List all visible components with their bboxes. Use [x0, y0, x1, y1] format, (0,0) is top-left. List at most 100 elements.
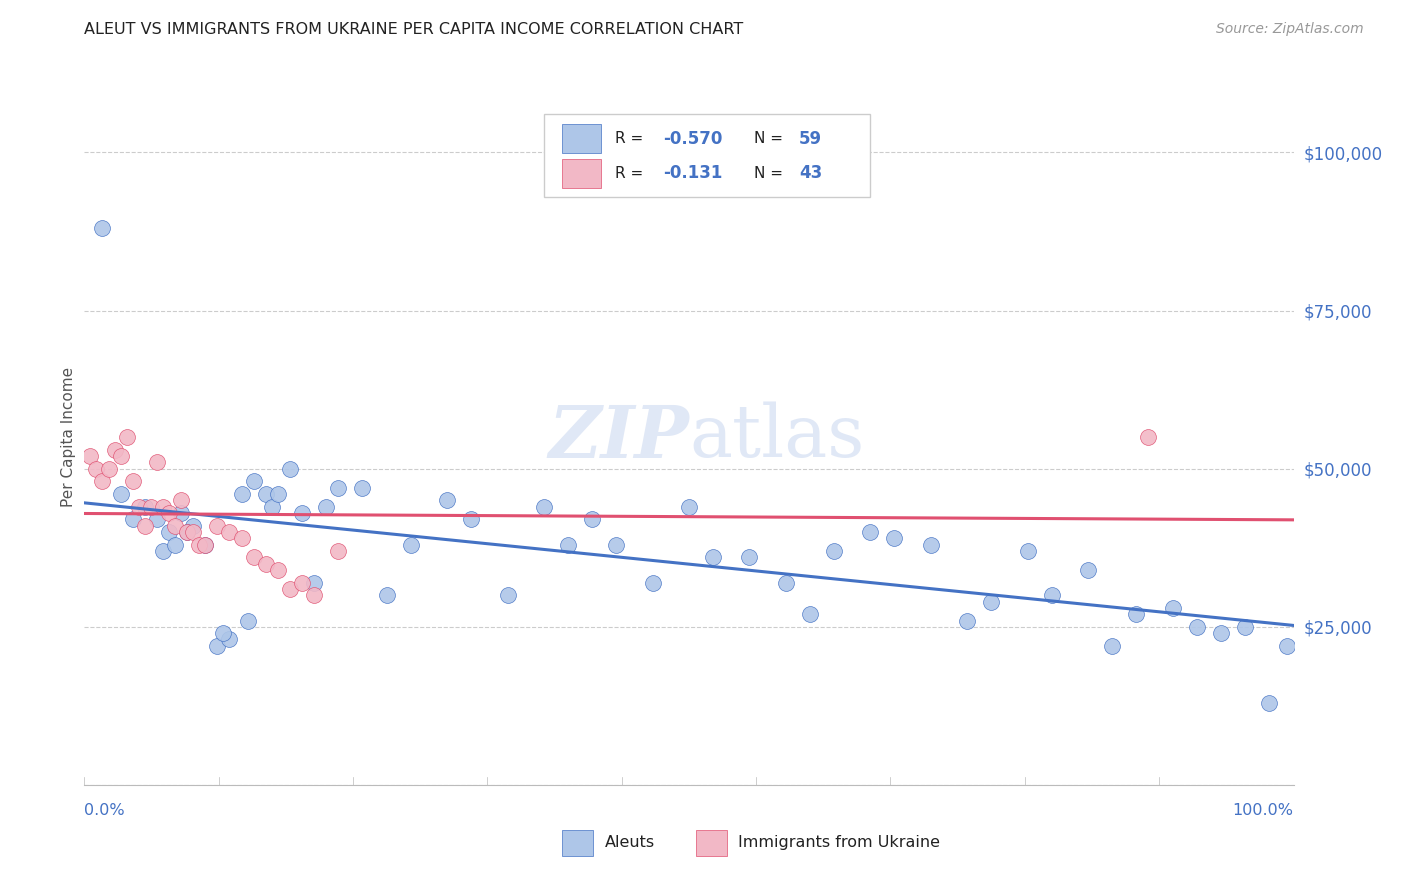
Point: [859, 524, 882, 539]
Point: [399, 538, 422, 552]
Point: [146, 512, 169, 526]
Point: [375, 588, 398, 602]
Text: 43: 43: [799, 164, 823, 182]
Point: [170, 506, 193, 520]
FancyBboxPatch shape: [544, 113, 870, 197]
Point: [738, 550, 761, 565]
Y-axis label: Per Capita Income: Per Capita Income: [60, 367, 76, 508]
Point: [980, 594, 1002, 608]
Point: [128, 500, 150, 514]
Point: [267, 563, 290, 577]
Text: R =: R =: [616, 131, 648, 146]
Point: [328, 481, 350, 495]
Point: [188, 538, 211, 552]
Point: [267, 487, 290, 501]
Point: [115, 430, 138, 444]
Point: [557, 538, 579, 552]
Point: [218, 524, 240, 539]
Point: [956, 614, 979, 628]
Point: [260, 500, 283, 514]
Point: [1185, 620, 1208, 634]
Point: [176, 524, 198, 539]
Point: [165, 518, 187, 533]
Point: [823, 544, 845, 558]
Point: [254, 557, 277, 571]
Point: [1040, 588, 1063, 602]
Text: Source: ZipAtlas.com: Source: ZipAtlas.com: [1216, 22, 1364, 37]
Text: 100.0%: 100.0%: [1233, 803, 1294, 818]
Text: ZIP: ZIP: [548, 401, 689, 473]
Point: [278, 582, 301, 596]
Point: [157, 524, 180, 539]
Text: ALEUT VS IMMIGRANTS FROM UKRAINE PER CAPITA INCOME CORRELATION CHART: ALEUT VS IMMIGRANTS FROM UKRAINE PER CAP…: [84, 22, 744, 37]
Point: [86, 461, 108, 475]
Text: R =: R =: [616, 166, 648, 181]
Bar: [562, 124, 600, 153]
Point: [134, 518, 156, 533]
Point: [920, 538, 942, 552]
Point: [533, 500, 555, 514]
Bar: [562, 159, 600, 188]
Point: [1161, 600, 1184, 615]
Point: [302, 575, 325, 590]
Point: [254, 487, 277, 501]
Point: [231, 531, 253, 545]
Point: [176, 524, 198, 539]
Point: [315, 500, 337, 514]
Point: [139, 500, 162, 514]
Point: [1137, 430, 1160, 444]
Point: [104, 442, 127, 457]
Point: [1077, 563, 1099, 577]
Point: [231, 487, 253, 501]
Point: [302, 588, 325, 602]
Point: [110, 449, 132, 463]
Point: [581, 512, 603, 526]
Text: 59: 59: [799, 129, 823, 147]
Point: [1101, 639, 1123, 653]
Point: [1125, 607, 1147, 622]
Point: [110, 487, 132, 501]
Point: [883, 531, 905, 545]
Point: [212, 626, 235, 640]
Point: [121, 475, 143, 489]
Point: [194, 538, 217, 552]
Point: [152, 500, 174, 514]
Text: -0.570: -0.570: [664, 129, 723, 147]
Point: [91, 475, 114, 489]
Point: [1234, 620, 1257, 634]
Point: [460, 512, 482, 526]
Point: [207, 518, 229, 533]
Point: [291, 575, 314, 590]
Point: [328, 544, 350, 558]
Point: [352, 481, 374, 495]
Text: 0.0%: 0.0%: [84, 803, 125, 818]
Point: [436, 493, 458, 508]
Point: [678, 500, 700, 514]
Point: [170, 493, 193, 508]
Point: [157, 506, 180, 520]
Point: [207, 639, 229, 653]
Point: [121, 512, 143, 526]
Point: [242, 475, 264, 489]
Point: [1209, 626, 1232, 640]
Text: atlas: atlas: [689, 401, 865, 473]
Point: [1277, 639, 1299, 653]
Point: [218, 632, 240, 647]
Text: N =: N =: [754, 166, 789, 181]
Point: [775, 575, 797, 590]
Point: [152, 544, 174, 558]
Point: [134, 500, 156, 514]
Point: [799, 607, 821, 622]
Point: [194, 538, 217, 552]
Point: [242, 550, 264, 565]
Text: Aleuts: Aleuts: [605, 836, 655, 850]
Text: Immigrants from Ukraine: Immigrants from Ukraine: [738, 836, 941, 850]
Point: [641, 575, 664, 590]
Point: [165, 538, 187, 552]
Point: [1258, 696, 1281, 710]
Point: [702, 550, 724, 565]
Point: [181, 524, 204, 539]
Point: [278, 461, 301, 475]
Text: -0.131: -0.131: [664, 164, 723, 182]
Text: N =: N =: [754, 131, 789, 146]
